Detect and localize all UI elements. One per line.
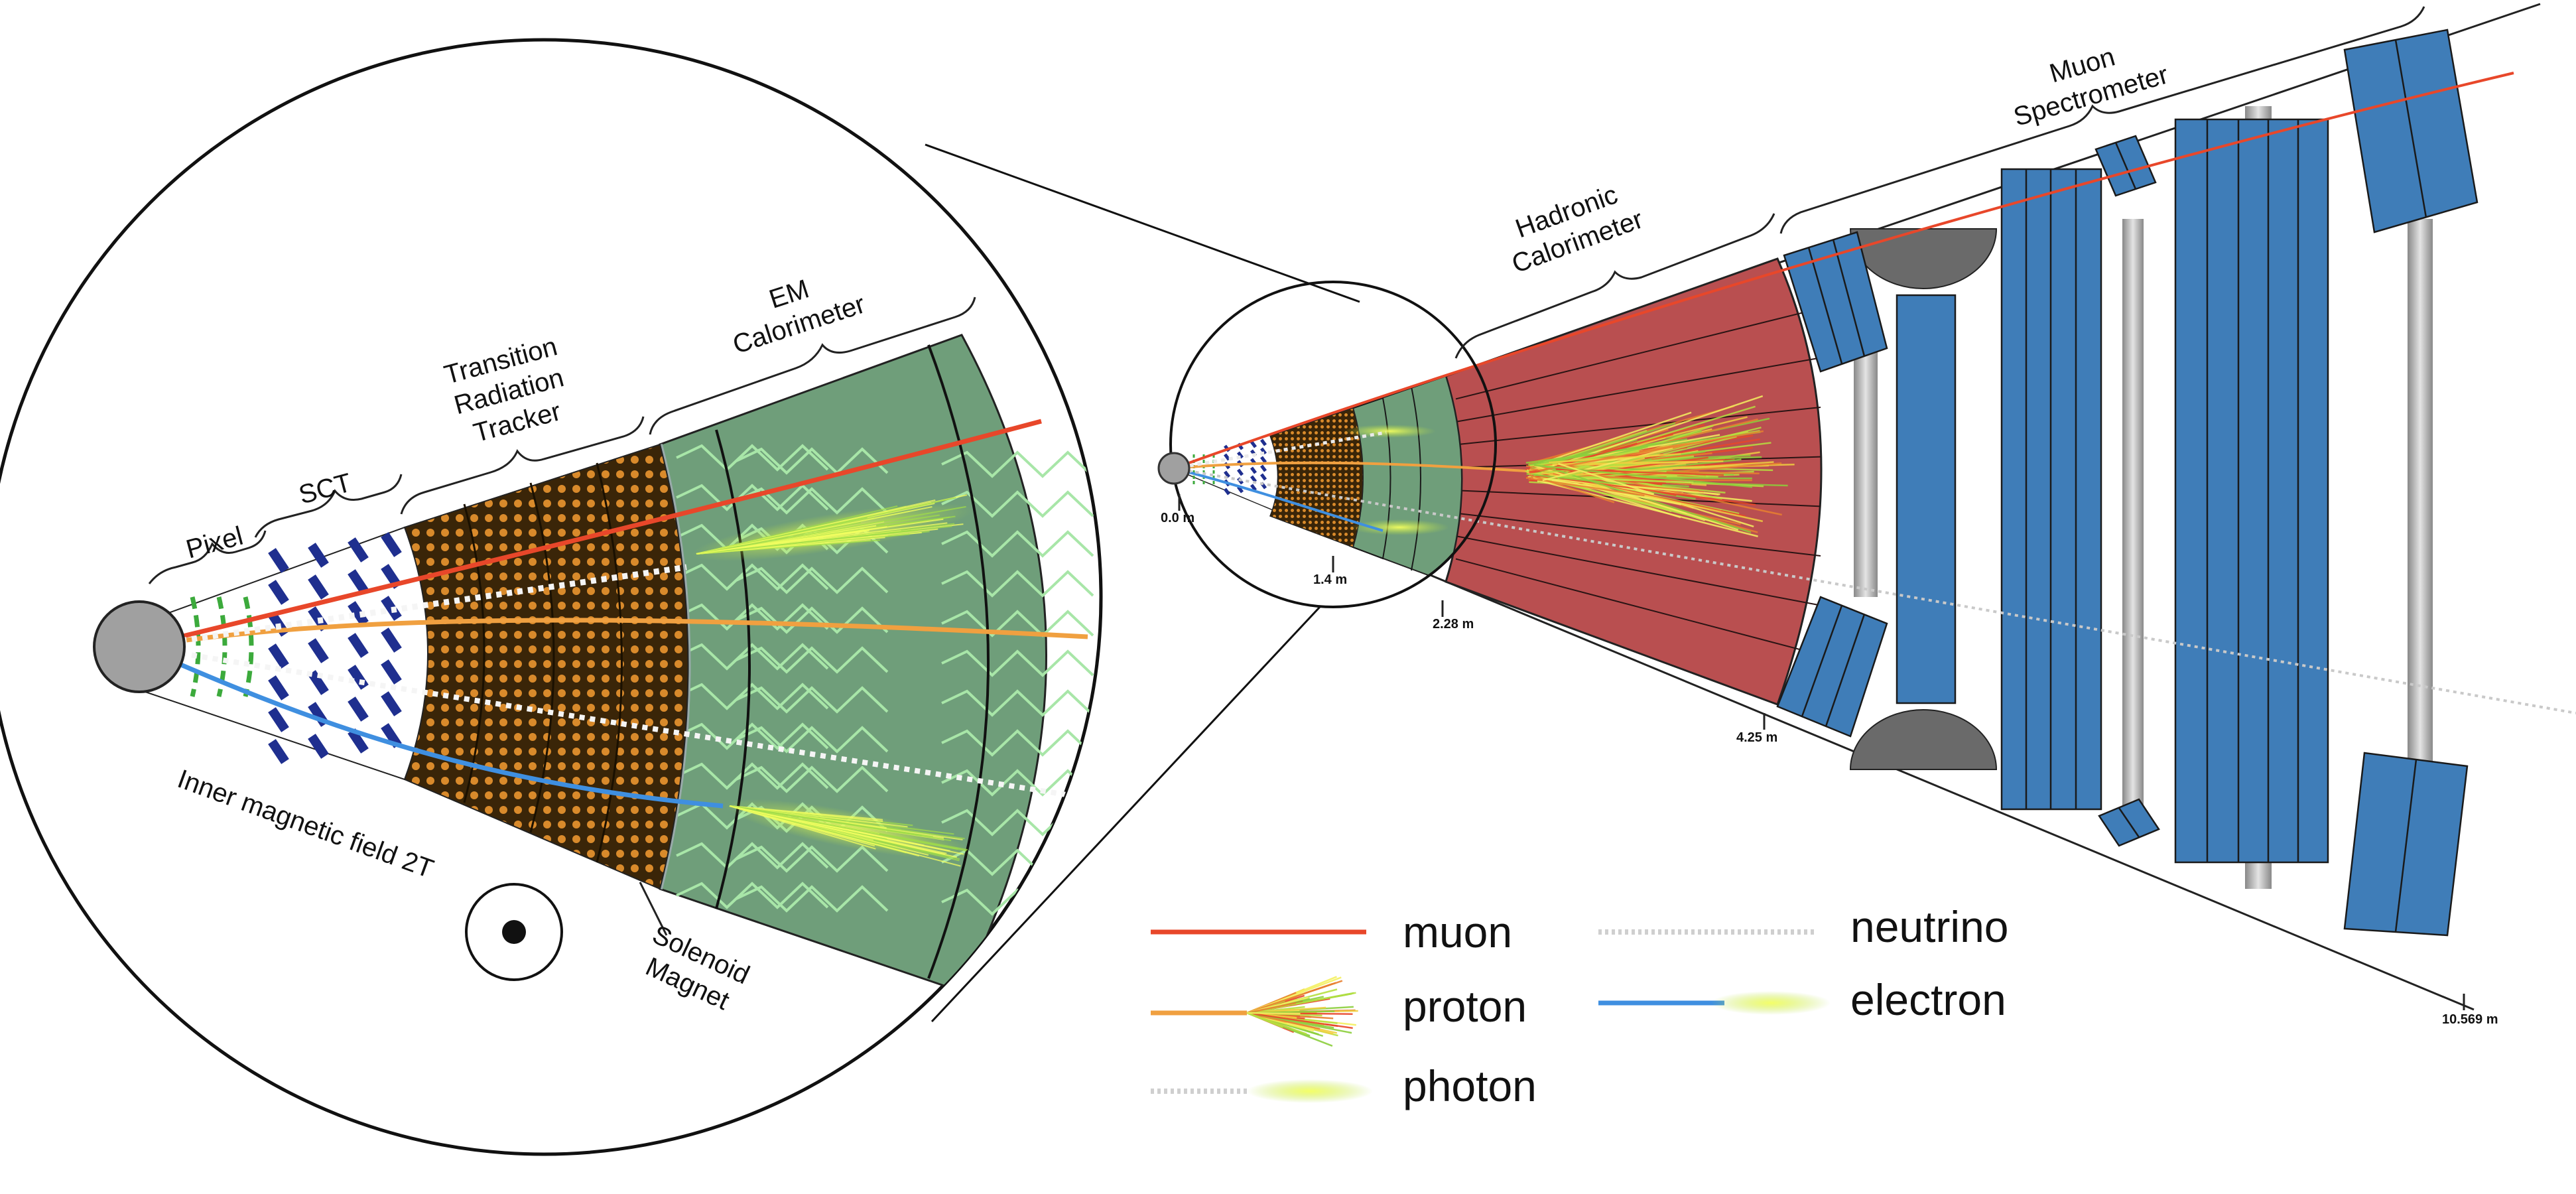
legend-proton-shower bbox=[1246, 976, 1358, 1047]
trt-brace bbox=[400, 416, 645, 515]
distance-1: 1.4 m bbox=[1313, 572, 1347, 587]
legend-photon-shower bbox=[1247, 1079, 1373, 1103]
distance-4: 10.569 m bbox=[2442, 1012, 2498, 1027]
photon-track-zoom bbox=[139, 564, 687, 650]
electron-track-zoom bbox=[138, 644, 724, 809]
field-dot-icon bbox=[502, 920, 526, 944]
toroid-bar-4 bbox=[2408, 219, 2433, 763]
muon-track-zoom bbox=[139, 419, 1042, 649]
zoom-connector-top bbox=[925, 143, 1360, 303]
em-showers bbox=[691, 494, 974, 867]
legend-proton-label: proton bbox=[1403, 982, 1527, 1031]
sct-brace bbox=[254, 474, 403, 538]
hadron-shower bbox=[1525, 395, 1795, 537]
legend-photon-label: photon bbox=[1403, 1061, 1537, 1110]
legend-electron-shower bbox=[1711, 991, 1831, 1015]
zoom-view: Pixel SCT Transition Radiation Tracker E… bbox=[0, 38, 1103, 1156]
distance-ticks bbox=[1178, 494, 2465, 1010]
sct-modules bbox=[268, 532, 402, 764]
beampipe-small bbox=[1157, 452, 1191, 485]
legend: muon proton photon neutrino electron bbox=[1151, 902, 2009, 1110]
pixel-brace bbox=[148, 530, 267, 584]
zoom-connector-bottom bbox=[931, 606, 1321, 1023]
em-brace bbox=[649, 297, 976, 435]
proton-track-zoom bbox=[139, 618, 1088, 649]
legend-muon-label: muon bbox=[1403, 907, 1512, 957]
solenoid-pointer bbox=[639, 882, 668, 936]
inner-detector-small bbox=[1174, 375, 1462, 583]
hadronic-brace bbox=[1454, 213, 1775, 359]
muon-chambers bbox=[1776, 29, 2479, 937]
toroid-bar-2 bbox=[2122, 219, 2144, 816]
electron-track-main bbox=[1173, 467, 1384, 532]
muon-track-main bbox=[1173, 72, 2514, 470]
distance-0: 0.0 m bbox=[1161, 511, 1194, 525]
magnifier-circle bbox=[1169, 281, 1497, 608]
main-detector: 0.0 m 1.4 m 2.28 m 4.25 m 10.569 m Hadro… bbox=[1157, 3, 2576, 1027]
muon-brace bbox=[1779, 6, 2425, 234]
distance-2: 2.28 m bbox=[1433, 617, 1474, 631]
neutrino-track-zoom bbox=[139, 644, 1075, 799]
toroid-bar-1 bbox=[1854, 332, 1878, 597]
tracker-region bbox=[139, 526, 428, 781]
end-disc-top bbox=[1849, 228, 1998, 289]
legend-neutrino-label: neutrino bbox=[1850, 902, 2009, 951]
distance-3: 4.25 m bbox=[1736, 730, 1777, 745]
beampipe-zoom bbox=[93, 600, 186, 693]
legend-electron-label: electron bbox=[1850, 975, 2006, 1024]
pixel-layers bbox=[190, 596, 254, 697]
end-disc-bottom bbox=[1849, 709, 1998, 770]
hadronic-label: Hadronic Calorimeter bbox=[1508, 180, 1647, 279]
